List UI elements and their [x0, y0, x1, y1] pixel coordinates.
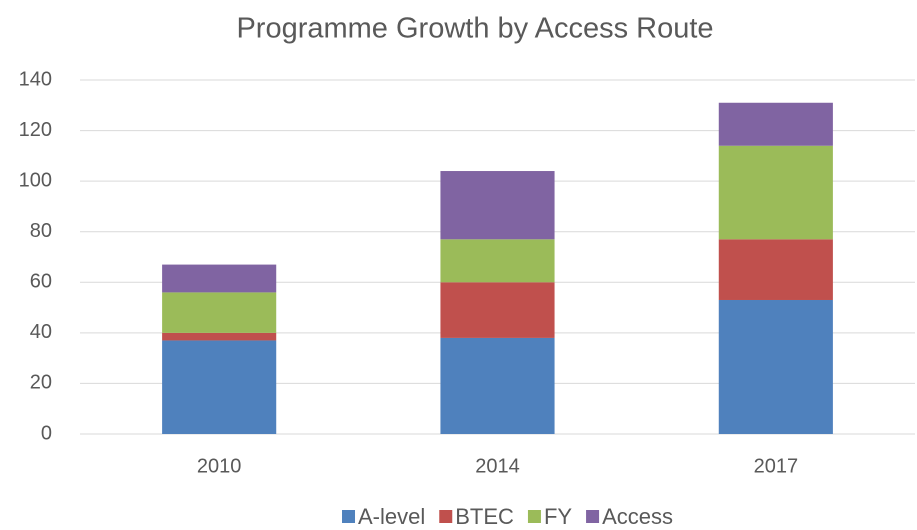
legend-label: BTEC — [455, 504, 514, 529]
bar-segment — [162, 292, 277, 333]
legend-label: A-level — [358, 504, 425, 529]
y-tick-label: 80 — [30, 220, 52, 242]
chart-title: Programme Growth by Access Route — [236, 13, 713, 45]
bar-segment — [162, 264, 277, 293]
y-tick-label: 100 — [19, 169, 52, 191]
bar-segment — [718, 239, 833, 300]
legend-swatch — [586, 510, 600, 523]
y-tick-label: 120 — [19, 119, 52, 141]
legend-label: Access — [602, 504, 673, 529]
bar-segment — [718, 145, 833, 240]
bar-segment — [440, 282, 555, 338]
x-tick-label: 2014 — [475, 455, 520, 477]
x-tick-label: 2017 — [754, 455, 799, 477]
bar-segment — [162, 340, 277, 434]
legend-label: FY — [544, 504, 572, 529]
legend-swatch — [439, 510, 453, 523]
bar-segment — [162, 332, 277, 341]
bar-segment — [718, 299, 833, 434]
y-tick-label: 0 — [41, 422, 52, 444]
bar-segment — [440, 239, 555, 283]
x-tick-label: 2010 — [197, 455, 242, 477]
bar-segment — [440, 171, 555, 240]
y-tick-label: 60 — [30, 271, 52, 293]
y-tick-label: 20 — [30, 372, 52, 394]
bar-segment — [440, 337, 555, 434]
y-tick-label: 140 — [19, 68, 52, 90]
legend-swatch — [527, 510, 541, 523]
legend-swatch — [342, 510, 356, 523]
y-tick-label: 40 — [30, 321, 52, 343]
bar-segment — [718, 102, 833, 146]
